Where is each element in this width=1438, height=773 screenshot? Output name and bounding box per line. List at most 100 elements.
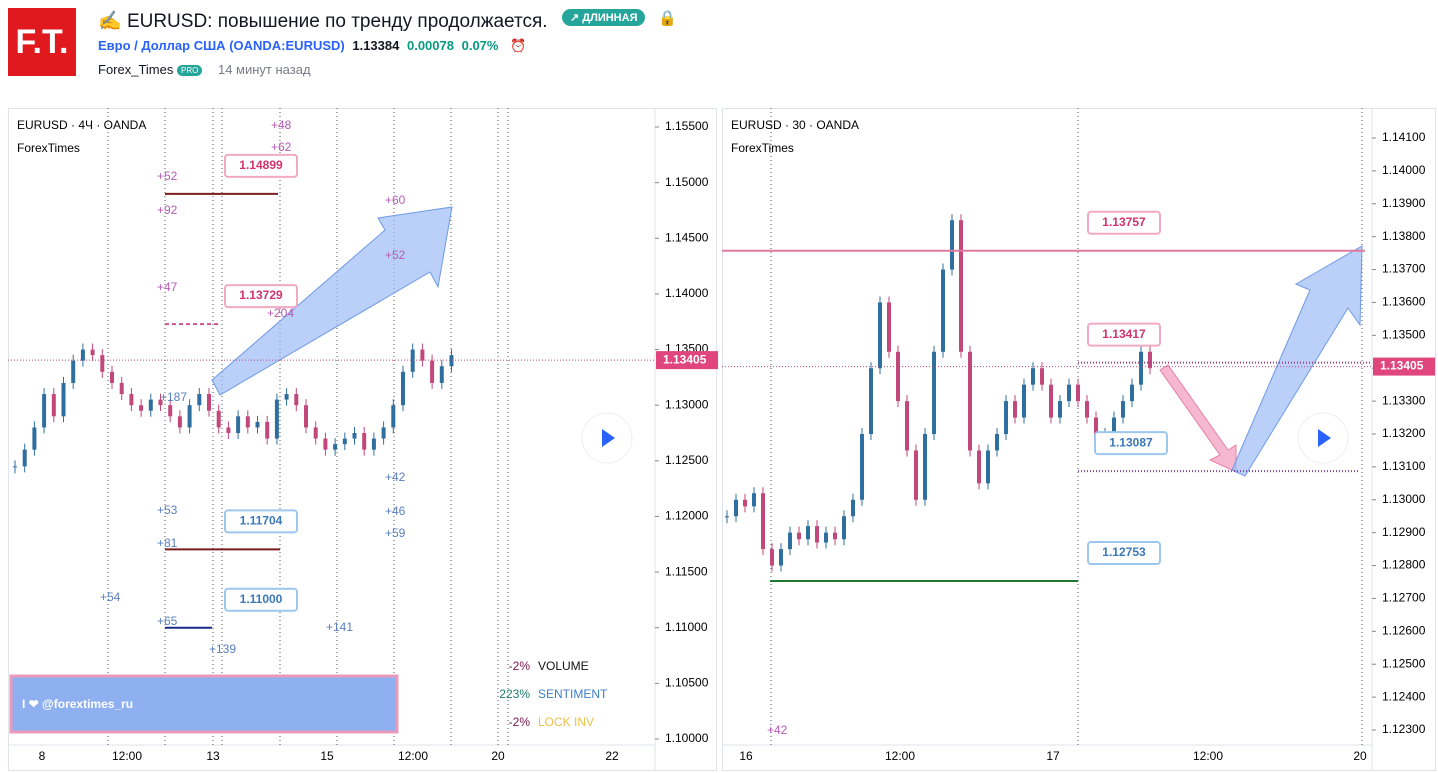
candle-body xyxy=(100,355,105,372)
candle-body xyxy=(119,382,124,395)
level-annotation: +65 xyxy=(157,614,178,628)
candle-body xyxy=(986,450,990,484)
candle-body xyxy=(1076,384,1080,402)
play-icon[interactable] xyxy=(602,429,615,447)
candle-body xyxy=(833,532,837,540)
candle-body xyxy=(869,368,873,434)
level-annotation: +46 xyxy=(385,504,406,518)
target-arrow xyxy=(1231,245,1363,477)
y-tick-label: 1.14500 xyxy=(665,230,709,244)
current-price-badge xyxy=(656,351,718,370)
x-tick-label: 12:00 xyxy=(398,749,428,763)
level-annotation: +139 xyxy=(209,642,236,656)
candle-body xyxy=(905,401,909,451)
level-box xyxy=(1087,541,1161,566)
level-box xyxy=(1087,210,1161,235)
chart-subtitle: ForexTimes xyxy=(731,141,794,155)
y-tick-label: 1.12900 xyxy=(1382,525,1426,539)
candle-body xyxy=(932,351,936,434)
level-label: 1.13087 xyxy=(1109,435,1153,449)
candle-body xyxy=(1139,351,1143,385)
candle-body xyxy=(148,399,153,411)
x-tick-label: 12:00 xyxy=(1193,749,1223,763)
candle-body xyxy=(968,351,972,451)
y-tick-label: 1.12800 xyxy=(1382,558,1426,572)
level-annotation: +48 xyxy=(271,118,292,132)
stat-value: 223% xyxy=(499,687,530,701)
candle-body xyxy=(139,405,144,411)
candle-body xyxy=(1022,384,1026,418)
symbol-code[interactable]: (OANDA:EURUSD) xyxy=(229,38,345,53)
candle-body xyxy=(1121,401,1125,418)
candle-body xyxy=(177,416,182,428)
panel-border xyxy=(8,108,717,771)
y-tick-label: 1.13300 xyxy=(1382,393,1426,407)
candle-body xyxy=(1094,417,1098,434)
candle-body xyxy=(371,438,376,450)
level-annotation: +187 xyxy=(160,390,187,404)
session-lines xyxy=(107,108,1363,745)
candle-body xyxy=(274,399,279,439)
level-annotation: +81 xyxy=(157,536,178,550)
candle-body xyxy=(761,493,765,550)
level-label: 1.14899 xyxy=(239,158,283,172)
y-tick-label: 1.13200 xyxy=(1382,426,1426,440)
change: 0.00078 xyxy=(406,38,454,53)
y-tick-label: 1.12600 xyxy=(1382,624,1426,638)
candle-body xyxy=(1058,401,1062,418)
level-label: 1.11000 xyxy=(240,592,283,606)
alarm-icon[interactable]: ⏰ xyxy=(510,38,527,53)
logo: F.T. xyxy=(8,8,76,76)
candle-body xyxy=(304,405,308,428)
y-tick-label: 1.14000 xyxy=(665,286,709,300)
x-tick-label: 13 xyxy=(206,749,220,763)
candle-body xyxy=(977,450,981,484)
y-tick-label: 1.13800 xyxy=(1382,229,1426,243)
level-annotation: +62 xyxy=(271,140,292,154)
level-box xyxy=(224,284,298,309)
candle-body xyxy=(313,427,318,439)
candle-body xyxy=(430,360,435,383)
y-tick-label: 1.13000 xyxy=(1382,492,1426,506)
y-tick-label: 1.14000 xyxy=(1382,163,1426,177)
candle-body xyxy=(1130,384,1134,402)
candle-body xyxy=(61,382,66,417)
play-icon[interactable] xyxy=(1318,429,1331,447)
candle-body xyxy=(90,349,95,356)
pullback-arrow xyxy=(1159,364,1237,473)
y-tick-label: 1.13500 xyxy=(1382,328,1426,342)
current-price-label: 1.13405 xyxy=(1380,359,1424,373)
stat-name: LOCK INV xyxy=(538,715,594,729)
symbol-name[interactable]: Евро / Доллар США xyxy=(98,38,226,53)
level-annotation: +47 xyxy=(157,280,178,294)
candle-body xyxy=(1013,401,1017,418)
x-tick-label: 12:00 xyxy=(112,749,142,763)
candle-body xyxy=(1031,368,1035,385)
candle-body xyxy=(743,499,747,507)
level-box xyxy=(224,509,298,534)
direction-badge: ↗ ДЛИННАЯ xyxy=(562,9,646,26)
y-tick-label: 1.13000 xyxy=(665,397,709,411)
candle-body xyxy=(449,355,454,367)
level-label: 1.12753 xyxy=(1102,545,1146,559)
level-annotation: +141 xyxy=(326,620,353,634)
level-annotation: +42 xyxy=(767,723,788,737)
badge-text: ДЛИННАЯ xyxy=(582,12,638,24)
author[interactable]: Forex_Times xyxy=(98,62,174,77)
candle-body xyxy=(13,466,17,468)
current-price-badge xyxy=(1373,357,1435,376)
candle-body xyxy=(42,394,47,428)
y-tick-label: 1.12300 xyxy=(1382,722,1426,736)
candle-body xyxy=(806,526,810,540)
level-annotation: +52 xyxy=(157,169,178,183)
y-tick-label: 1.15500 xyxy=(665,119,709,133)
level-annotation: +60 xyxy=(385,193,406,207)
level-label: 1.13757 xyxy=(1102,215,1146,229)
candle-body xyxy=(226,427,231,433)
level-box xyxy=(1094,431,1168,456)
x-tick-label: 17 xyxy=(1046,749,1060,763)
y-tick-label: 1.12500 xyxy=(1382,656,1426,670)
candle-body xyxy=(1067,384,1071,402)
